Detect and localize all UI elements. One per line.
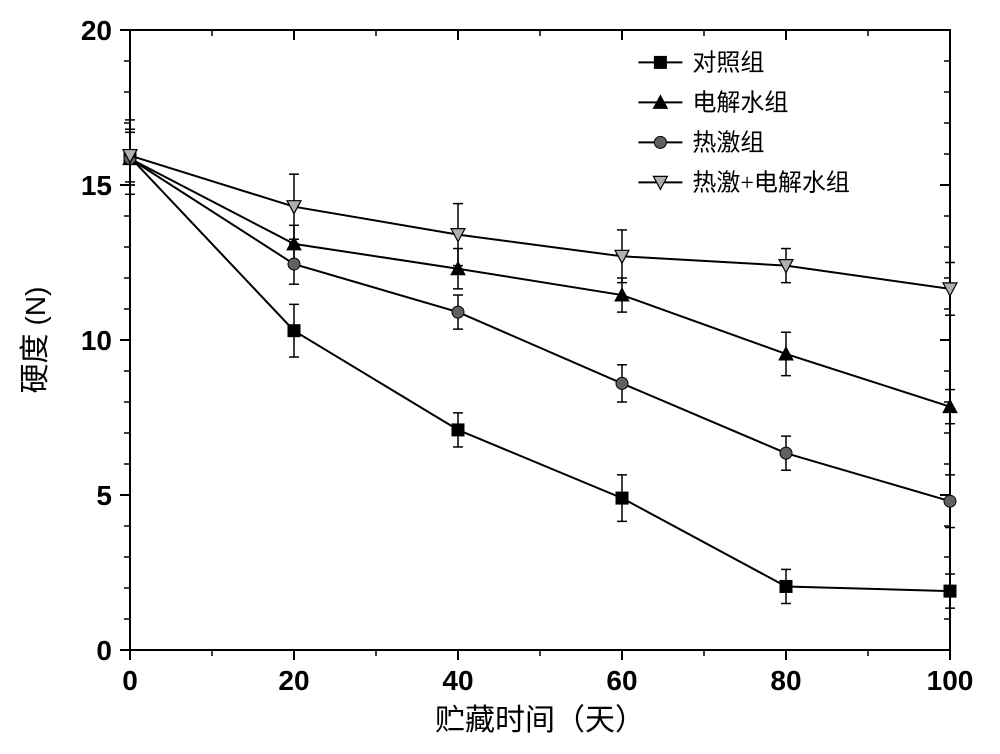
marker-circle bbox=[288, 258, 300, 270]
marker-circle bbox=[654, 136, 666, 148]
marker-square bbox=[288, 325, 300, 337]
y-axis-label: 硬度(N) bbox=[19, 287, 52, 394]
legend: 对照组电解水组热激组热激+电解水组 bbox=[638, 49, 850, 196]
legend-label: 热激组 bbox=[692, 129, 764, 156]
marker-circle bbox=[452, 306, 464, 318]
x-tick-label: 100 bbox=[927, 665, 974, 696]
marker-square bbox=[654, 56, 666, 68]
marker-triangle-up bbox=[779, 347, 793, 360]
marker-triangle-down bbox=[943, 283, 957, 296]
y-tick-label: 0 bbox=[96, 635, 112, 666]
marker-circle bbox=[616, 377, 628, 389]
x-tick-label: 20 bbox=[278, 665, 309, 696]
x-tick-label: 40 bbox=[442, 665, 473, 696]
series-line bbox=[130, 159, 950, 502]
marker-circle bbox=[944, 495, 956, 507]
marker-square bbox=[780, 580, 792, 592]
marker-circle bbox=[780, 447, 792, 459]
x-tick-label: 80 bbox=[770, 665, 801, 696]
line-chart: 0 20 40 60 80 100 0 5 10 15 20 硬度(N) 贮藏时间（天） 对照组电解水组热… bbox=[0, 0, 1000, 754]
y-tick-label: 5 bbox=[96, 480, 112, 511]
chart-container: 0 20 40 60 80 100 0 5 10 15 20 硬度(N) 贮藏时间（天） 对照组电解水组热… bbox=[0, 0, 1000, 754]
legend-item: 电解水组 bbox=[638, 89, 788, 116]
legend-label: 对照组 bbox=[692, 49, 764, 76]
legend-item: 热激+电解水组 bbox=[638, 169, 850, 196]
y-tick-label: 10 bbox=[81, 325, 112, 356]
y-tick-label: 20 bbox=[81, 15, 112, 46]
x-axis-label: 贮藏时间（天） bbox=[435, 704, 645, 737]
marker-square bbox=[452, 424, 464, 436]
legend-item: 热激组 bbox=[638, 129, 764, 156]
legend-label: 电解水组 bbox=[692, 89, 788, 116]
x-tick-label: 60 bbox=[606, 665, 637, 696]
plot-frame bbox=[130, 30, 950, 650]
legend-label: 热激+电解水组 bbox=[692, 169, 850, 196]
x-tick-label: 0 bbox=[122, 665, 138, 696]
y-tick-label: 15 bbox=[81, 170, 112, 201]
marker-square bbox=[616, 492, 628, 504]
legend-item: 对照组 bbox=[638, 49, 764, 76]
marker-square bbox=[944, 585, 956, 597]
series bbox=[123, 129, 957, 315]
